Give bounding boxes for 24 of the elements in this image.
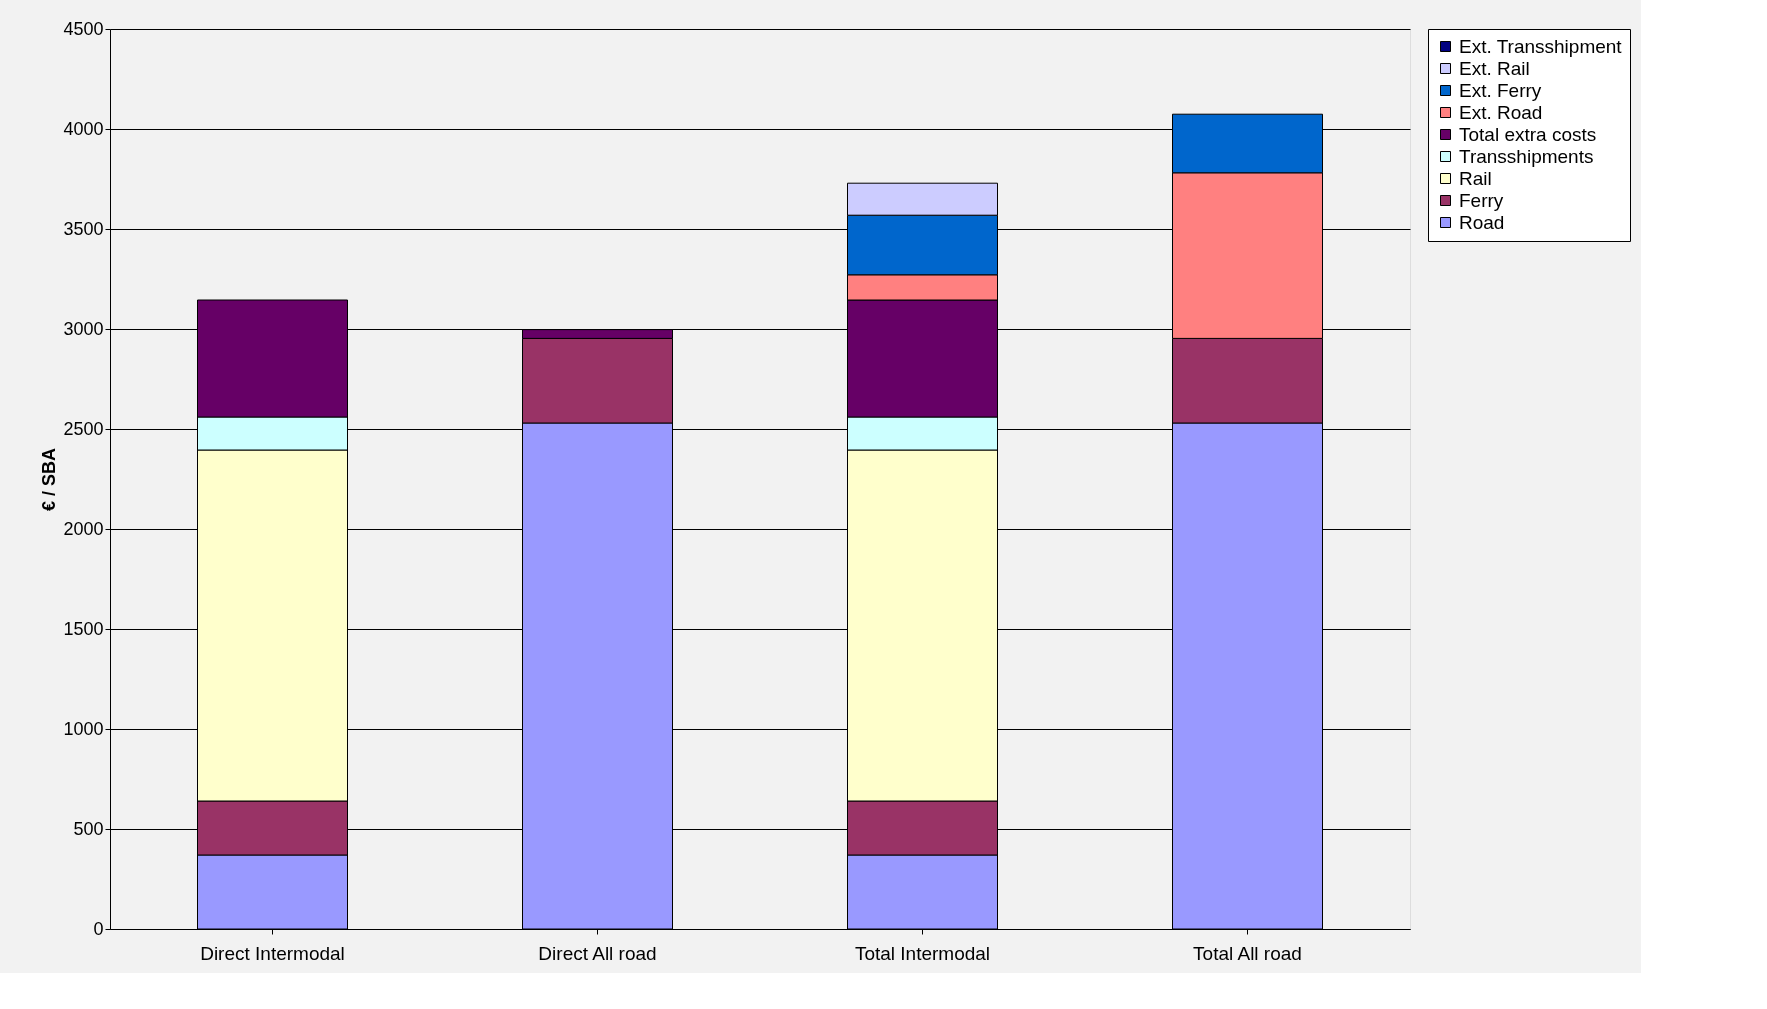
legend-label: Ext. Rail xyxy=(1459,57,1530,79)
y-tick-label: 2500 xyxy=(63,418,104,439)
legend-label: Road xyxy=(1459,211,1505,233)
y-tick-label: 1000 xyxy=(63,718,104,739)
legend-label: Total extra costs xyxy=(1459,123,1597,145)
y-tick-label: 500 xyxy=(73,818,104,839)
y-tick-label: 4500 xyxy=(63,18,104,39)
legend-label: Rail xyxy=(1459,167,1492,189)
x-tick-label: Direct All road xyxy=(538,942,657,964)
y-axis-title: € / SBA xyxy=(39,447,60,512)
legend-label: Ext. Transshipment xyxy=(1459,35,1623,57)
x-tick-label: Total Intermodal xyxy=(854,942,991,964)
y-tick-label: 4000 xyxy=(63,118,104,139)
legend-label: Transshipments xyxy=(1459,145,1594,167)
y-tick-label: 1500 xyxy=(63,618,104,639)
y-tick-label: 3000 xyxy=(63,318,104,339)
x-tick-label: Total All road xyxy=(1193,942,1302,964)
legend-label: Ext. Ferry xyxy=(1459,79,1542,101)
x-tick-label: Direct Intermodal xyxy=(200,942,345,964)
y-tick-label: 2000 xyxy=(63,518,104,539)
legend-label: Ferry xyxy=(1459,189,1504,211)
y-tick-label: 0 xyxy=(93,918,104,939)
legend-label: Ext. Road xyxy=(1459,101,1543,123)
y-tick-label: 3500 xyxy=(63,218,104,239)
